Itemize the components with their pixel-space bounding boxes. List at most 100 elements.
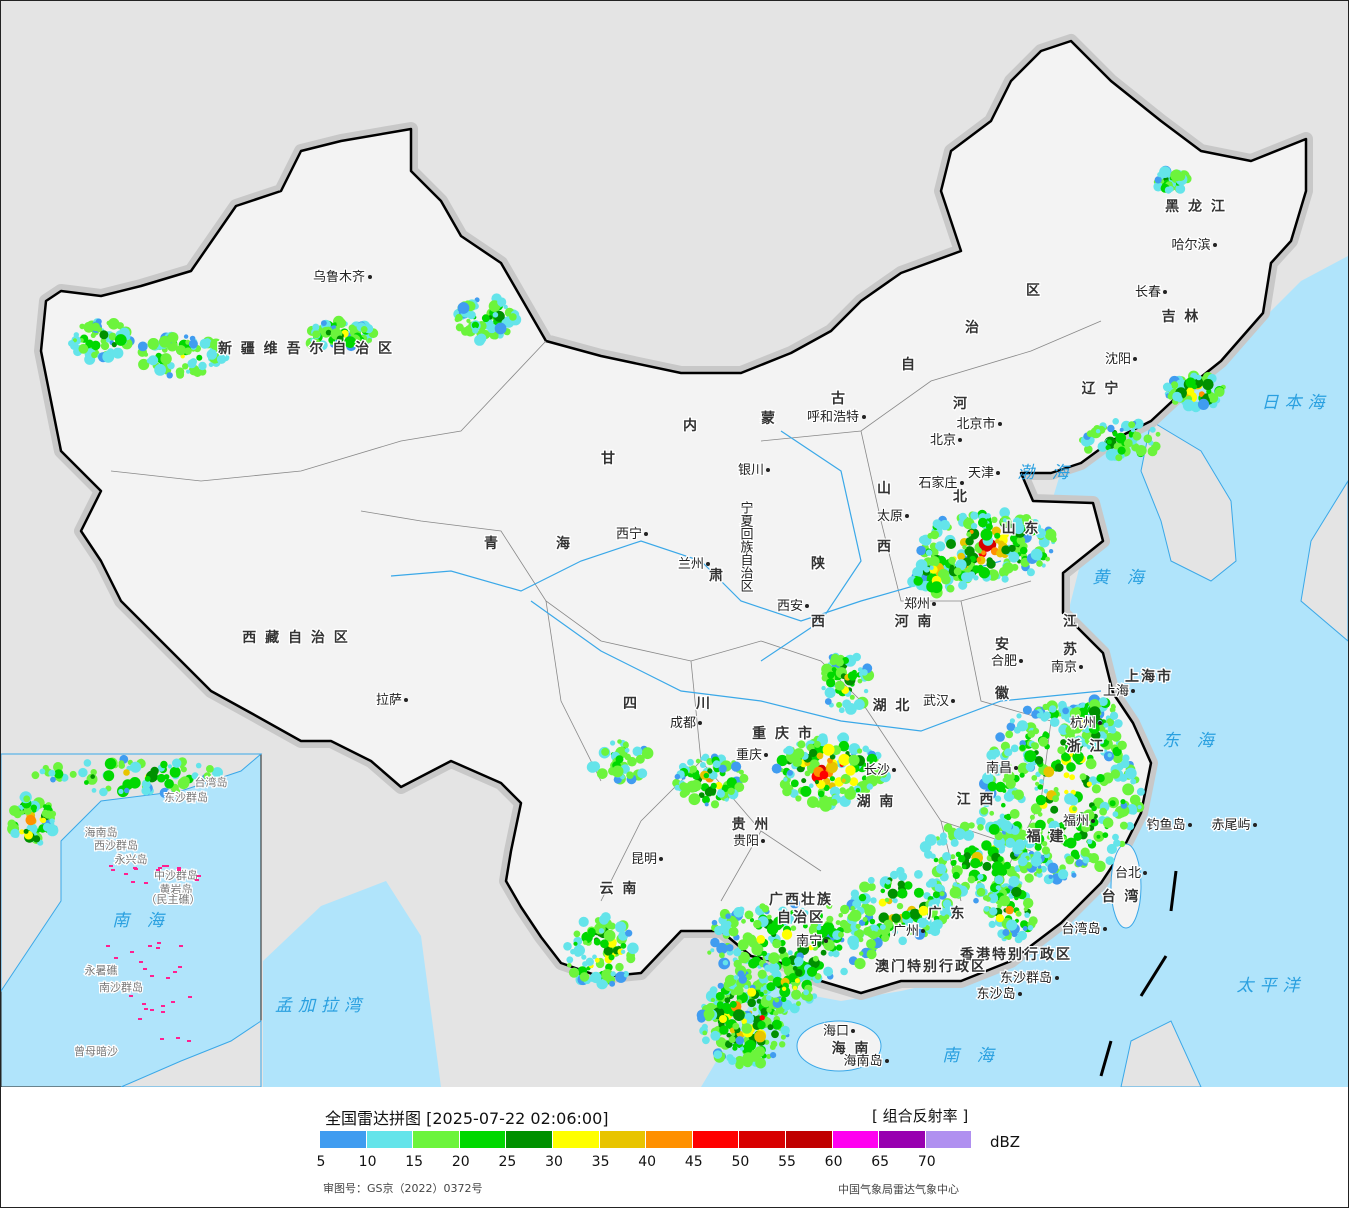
radar-echo-cell xyxy=(107,318,120,330)
radar-echo-cell xyxy=(1102,817,1114,829)
radar-echo-cell xyxy=(1011,790,1017,796)
radar-echo-cell xyxy=(814,973,822,980)
radar-echo-cell xyxy=(1132,431,1142,441)
radar-echo-cell xyxy=(1060,739,1067,746)
radar-echo-cell xyxy=(978,517,988,528)
radar-echo-cell xyxy=(1162,382,1172,392)
radar-echo-cell xyxy=(1091,741,1099,749)
province-label: 重 庆 市 xyxy=(752,725,814,742)
radar-echo-cell xyxy=(138,758,144,764)
radar-echo-cell xyxy=(824,698,832,705)
radar-echo-cell xyxy=(774,997,780,1003)
radar-echo-cell xyxy=(961,572,971,582)
legend-tick: 65 xyxy=(871,1154,890,1170)
radar-echo-cell xyxy=(700,756,705,761)
korea-peninsula xyxy=(1140,420,1237,582)
radar-echo-cell xyxy=(977,873,984,881)
province-label: 西 藏 自 治 区 xyxy=(242,629,350,646)
radar-echo-cell xyxy=(728,926,739,937)
province-label: 西 xyxy=(811,614,827,630)
radar-echo-cell xyxy=(905,924,911,930)
radar-echo-cell xyxy=(703,772,709,779)
legend-tick: 40 xyxy=(638,1154,657,1170)
radar-echo-cell xyxy=(859,881,871,893)
city-label: 福州 xyxy=(1063,814,1089,829)
radar-echo-cell xyxy=(1155,431,1161,437)
map-label: 宁夏回族自治区 xyxy=(738,500,754,592)
radar-echo-cell xyxy=(807,796,819,808)
island-marker xyxy=(161,1011,165,1013)
radar-echo-cell xyxy=(1105,448,1118,461)
radar-echo-cell xyxy=(930,581,943,594)
radar-echo-cell xyxy=(855,787,861,793)
radar-echo-cell xyxy=(1006,919,1018,931)
radar-echo-cell xyxy=(1182,399,1195,412)
province-label: 河 xyxy=(953,395,969,412)
radar-echo-cell xyxy=(196,354,203,361)
city-dot xyxy=(706,562,710,566)
radar-echo-cell xyxy=(1061,751,1071,762)
radar-echo-cell xyxy=(1119,821,1128,830)
radar-echo-cell xyxy=(588,976,595,982)
radar-echo-cell xyxy=(788,758,794,763)
city-label: 西宁 xyxy=(616,526,642,542)
radar-echo-cell xyxy=(764,964,772,972)
city-dot xyxy=(932,602,936,606)
radar-echo-cell xyxy=(1037,784,1043,790)
inset-label: 台湾岛 xyxy=(195,775,228,789)
radar-echo-cell xyxy=(832,950,840,958)
radar-echo-cell xyxy=(1001,545,1011,555)
radar-echo-cell xyxy=(714,925,724,936)
radar-echo-cell xyxy=(942,852,952,861)
radar-echo-cell xyxy=(1087,839,1093,845)
radar-echo-cell xyxy=(778,906,788,916)
radar-echo-cell xyxy=(622,741,629,748)
radar-echo-cell xyxy=(757,969,767,979)
radar-echo-cell xyxy=(994,795,1002,802)
city-label: 海口 xyxy=(823,1024,849,1039)
radar-echo-cell xyxy=(624,747,630,753)
province-label: 福 建 xyxy=(1026,828,1066,845)
radar-echo-cell xyxy=(615,971,627,983)
radar-echo-cell xyxy=(904,881,913,890)
radar-echo-cell xyxy=(1124,438,1133,448)
radar-echo-cell xyxy=(1008,875,1020,887)
radar-echo-cell xyxy=(188,339,198,349)
legend-swatch xyxy=(366,1131,414,1148)
radar-echo-cell xyxy=(961,864,967,870)
city-label: 钓鱼岛 xyxy=(1146,817,1185,833)
radar-echo-cell xyxy=(1149,426,1156,433)
radar-echo-cell xyxy=(806,966,818,977)
radar-echo-cell xyxy=(53,762,63,772)
radar-echo-cell xyxy=(154,364,167,376)
radar-echo-cell xyxy=(1001,575,1009,583)
radar-echo-cell xyxy=(726,777,737,788)
radar-echo-cell xyxy=(949,886,962,899)
radar-echo-cell xyxy=(167,332,179,343)
radar-echo-cell xyxy=(766,1007,772,1013)
city-dot xyxy=(1133,357,1137,361)
radar-echo-cell xyxy=(747,998,756,1008)
city-label: 长沙 xyxy=(864,763,890,778)
radar-echo-cell xyxy=(913,576,923,586)
province-label: 徽 xyxy=(994,685,1011,702)
radar-echo-cell xyxy=(939,907,945,912)
radar-echo-cell xyxy=(1043,766,1055,778)
island-marker xyxy=(160,1038,164,1040)
radar-echo-cell xyxy=(953,828,966,840)
city-label: 贵阳 xyxy=(733,834,759,849)
radar-echo-cell xyxy=(91,322,100,332)
map-approval-number: 审图号：GS京（2022）0372号 xyxy=(323,1182,483,1195)
radar-echo-cell xyxy=(783,748,789,754)
legend-swatch xyxy=(320,1131,367,1148)
radar-echo-cell xyxy=(114,334,127,346)
data-source: 中国气象局雷达气象中心 xyxy=(838,1183,959,1196)
radar-echo-cell xyxy=(615,755,624,764)
city-dot xyxy=(996,471,1000,475)
island-marker xyxy=(177,869,181,871)
radar-echo-cell xyxy=(841,778,846,783)
radar-echo-cell xyxy=(99,330,109,340)
radar-echo-cell xyxy=(930,548,939,557)
radar-echo-cell xyxy=(1202,378,1214,391)
